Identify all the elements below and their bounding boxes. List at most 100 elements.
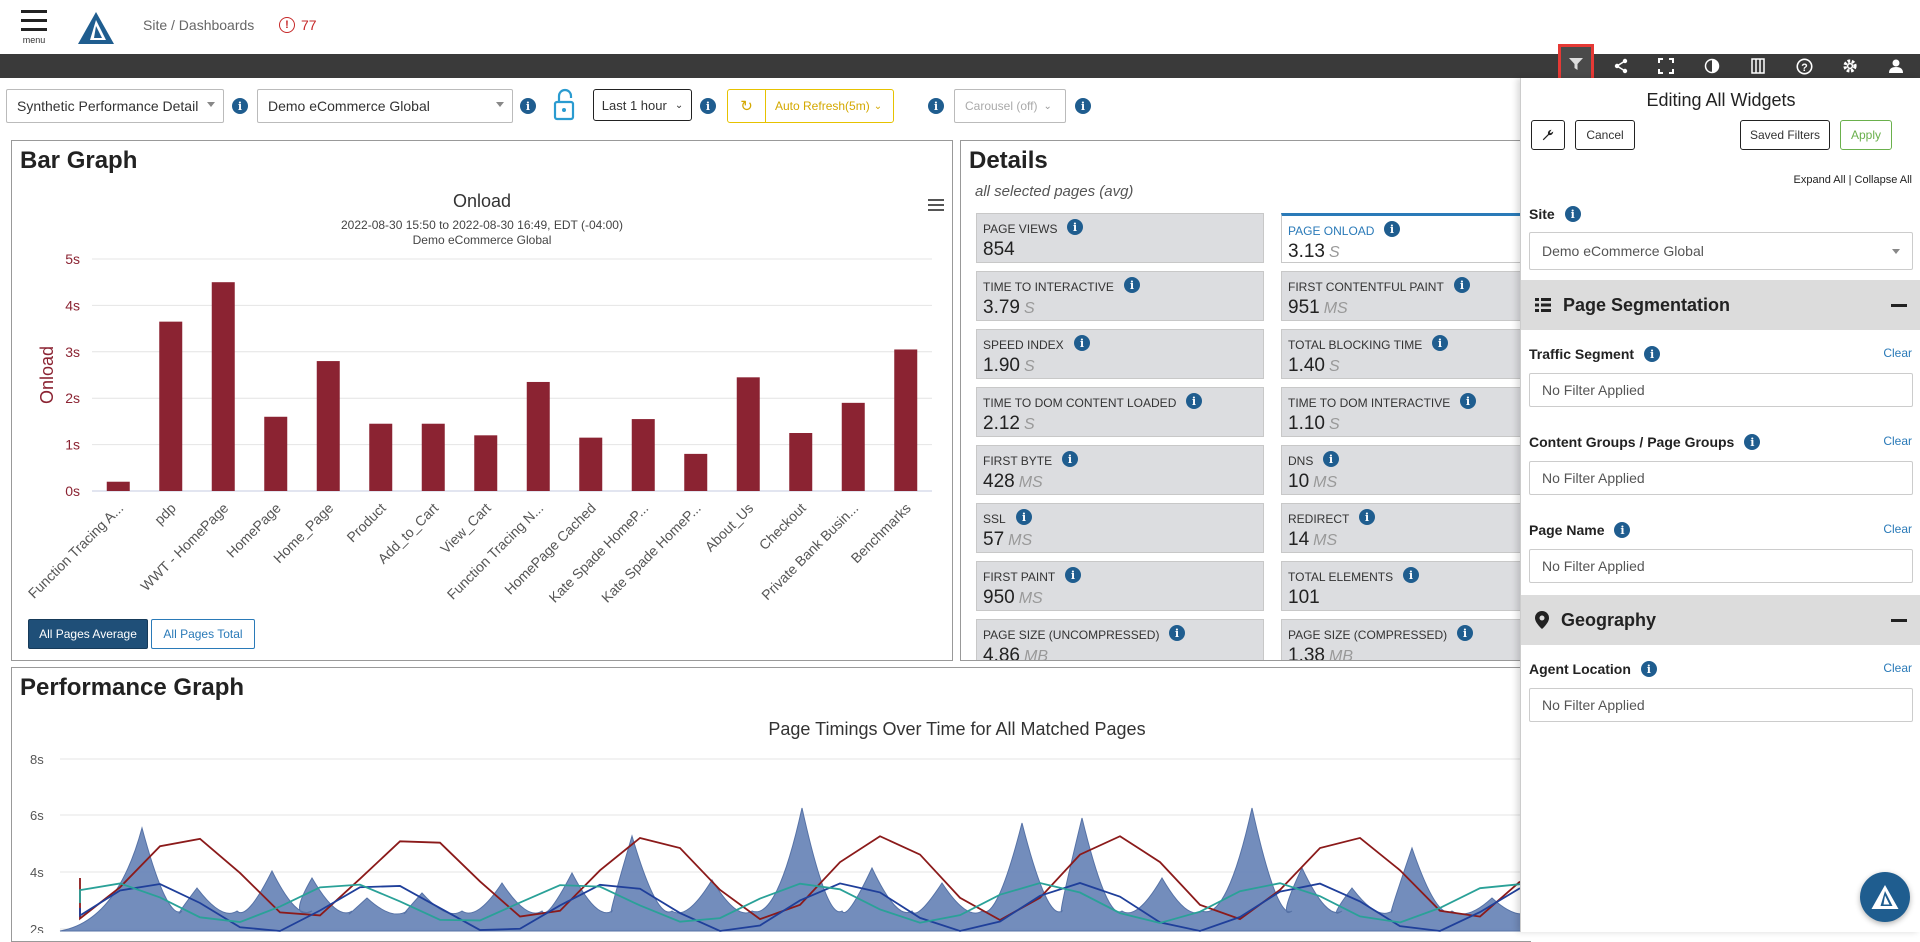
bar[interactable] (211, 282, 235, 491)
bar[interactable] (631, 419, 655, 491)
info-icon[interactable]: i (1169, 625, 1185, 641)
metric-card[interactable]: TIME TO INTERACTIVE i 3.79 S (976, 271, 1264, 321)
help-icon[interactable]: ? (1786, 54, 1822, 78)
geography-section[interactable]: Geography (1521, 595, 1920, 645)
traffic-segment-field[interactable]: No Filter Applied (1529, 373, 1913, 407)
time-range-select[interactable]: Last 1 hour ⌄ (593, 89, 692, 121)
collapse-icon[interactable] (1891, 304, 1907, 307)
bar[interactable] (264, 416, 288, 491)
metric-card[interactable]: TIME TO DOM CONTENT LOADED i 2.12 S (976, 387, 1264, 437)
alert-indicator[interactable]: ! 77 (279, 17, 317, 33)
gear-icon[interactable] (1832, 54, 1868, 78)
metric-card[interactable]: TIME TO DOM INTERACTIVE i 1.10 S (1281, 387, 1520, 437)
info-icon[interactable]: i (1457, 625, 1473, 641)
info-icon[interactable]: i (1432, 335, 1448, 351)
dashboard-select[interactable]: Synthetic Performance Detail (6, 89, 224, 123)
info-icon[interactable]: i (928, 98, 944, 114)
user-icon[interactable] (1878, 54, 1914, 78)
info-icon[interactable]: i (1074, 335, 1090, 351)
info-icon[interactable]: i (1454, 277, 1470, 293)
bar[interactable] (316, 361, 340, 491)
metric-card[interactable]: PAGE SIZE (COMPRESSED) i 1.38 MB (1281, 619, 1520, 660)
all-pages-average-button[interactable]: All Pages Average (28, 619, 148, 649)
line-series[interactable] (79, 882, 1521, 932)
metric-card[interactable]: SSL i 57 MS (976, 503, 1264, 553)
expand-all-link[interactable]: Expand All (1793, 174, 1846, 186)
info-icon[interactable]: i (1564, 206, 1581, 222)
chart-menu-icon[interactable] (928, 199, 944, 211)
clear-content-groups-link[interactable]: Clear (1883, 434, 1912, 448)
page-name-field[interactable]: No Filter Applied (1529, 549, 1913, 583)
saved-filters-button[interactable]: Saved Filters (1740, 120, 1830, 150)
site-filter-select[interactable]: Demo eCommerce Global (1529, 232, 1913, 270)
metric-card[interactable]: PAGE SIZE (UNCOMPRESSED) i 4.86 MB (976, 619, 1264, 660)
contrast-icon[interactable] (1694, 54, 1730, 78)
refresh-icon[interactable]: ↻ (728, 90, 766, 122)
bar[interactable] (474, 435, 498, 491)
info-icon[interactable]: i (1403, 567, 1419, 583)
bar[interactable] (736, 377, 760, 491)
info-icon[interactable]: i (1644, 346, 1661, 362)
info-icon[interactable]: i (1067, 219, 1083, 235)
clear-page-name-link[interactable]: Clear (1883, 522, 1912, 536)
info-icon[interactable]: i (1384, 221, 1400, 237)
metric-card[interactable]: DNS i 10 MS (1281, 445, 1520, 495)
columns-icon[interactable] (1740, 54, 1776, 78)
info-icon[interactable]: i (520, 98, 536, 114)
fullscreen-icon[interactable] (1648, 54, 1684, 78)
info-icon[interactable]: i (1016, 509, 1032, 525)
info-icon[interactable]: i (1744, 434, 1761, 450)
filter-icon[interactable] (1558, 44, 1594, 84)
line-series[interactable] (79, 882, 1521, 924)
collapse-all-link[interactable]: Collapse All (1854, 174, 1912, 186)
breadcrumb[interactable]: Site / Dashboards (143, 17, 255, 33)
all-pages-total-button[interactable]: All Pages Total (151, 619, 255, 649)
cancel-button[interactable]: Cancel (1575, 120, 1635, 150)
metric-card[interactable]: PAGE VIEWS i 854 (976, 213, 1264, 263)
bar[interactable] (421, 423, 445, 491)
apply-button[interactable]: Apply (1840, 120, 1892, 150)
bar[interactable] (579, 437, 603, 491)
page-segmentation-section[interactable]: Page Segmentation (1521, 280, 1920, 330)
metric-card[interactable]: TOTAL BLOCKING TIME i 1.40 S (1281, 329, 1520, 379)
metric-card[interactable]: TOTAL ELEMENTS i 101 (1281, 561, 1520, 611)
clear-agent-location-link[interactable]: Clear (1883, 661, 1912, 675)
info-icon[interactable]: i (1359, 509, 1375, 525)
metric-card[interactable]: SPEED INDEX i 1.90 S (976, 329, 1264, 379)
bar[interactable] (106, 481, 130, 491)
info-icon[interactable]: i (1065, 567, 1081, 583)
info-icon[interactable]: i (232, 98, 248, 114)
help-assistant-button[interactable] (1860, 872, 1910, 922)
metric-card[interactable]: REDIRECT i 14 MS (1281, 503, 1520, 553)
info-icon[interactable]: i (700, 98, 716, 114)
info-icon[interactable]: i (1614, 522, 1631, 538)
info-icon[interactable]: i (1062, 451, 1078, 467)
bar[interactable] (789, 433, 813, 491)
metric-card[interactable]: FIRST CONTENTFUL PAINT i 951 MS (1281, 271, 1520, 321)
bar[interactable] (526, 381, 550, 491)
info-icon[interactable]: i (1075, 98, 1091, 114)
info-icon[interactable]: i (1323, 451, 1339, 467)
site-select[interactable]: Demo eCommerce Global (257, 89, 513, 123)
clear-traffic-segment-link[interactable]: Clear (1883, 346, 1912, 360)
collapse-icon[interactable] (1891, 619, 1907, 622)
unlock-icon[interactable] (552, 88, 578, 122)
menu-button[interactable]: menu (20, 10, 48, 45)
bar[interactable] (159, 321, 183, 491)
logo-icon[interactable] (76, 10, 116, 46)
content-groups-field[interactable]: No Filter Applied (1529, 461, 1913, 495)
auto-refresh-button[interactable]: ↻ Auto Refresh(5m) ⌄ (727, 89, 894, 123)
metric-card[interactable]: PAGE ONLOAD i 3.13 S (1281, 213, 1520, 263)
info-icon[interactable]: i (1640, 661, 1657, 677)
info-icon[interactable]: i (1186, 393, 1202, 409)
share-icon[interactable] (1603, 54, 1639, 78)
wrench-button[interactable] (1531, 120, 1565, 150)
info-icon[interactable]: i (1124, 277, 1140, 293)
bar[interactable] (894, 349, 918, 491)
info-icon[interactable]: i (1460, 393, 1476, 409)
bar[interactable] (684, 453, 708, 491)
bar[interactable] (369, 423, 393, 491)
metric-card[interactable]: FIRST PAINT i 950 MS (976, 561, 1264, 611)
bar[interactable] (841, 402, 865, 491)
carousel-select[interactable]: Carousel (off) ⌄ (954, 89, 1066, 123)
